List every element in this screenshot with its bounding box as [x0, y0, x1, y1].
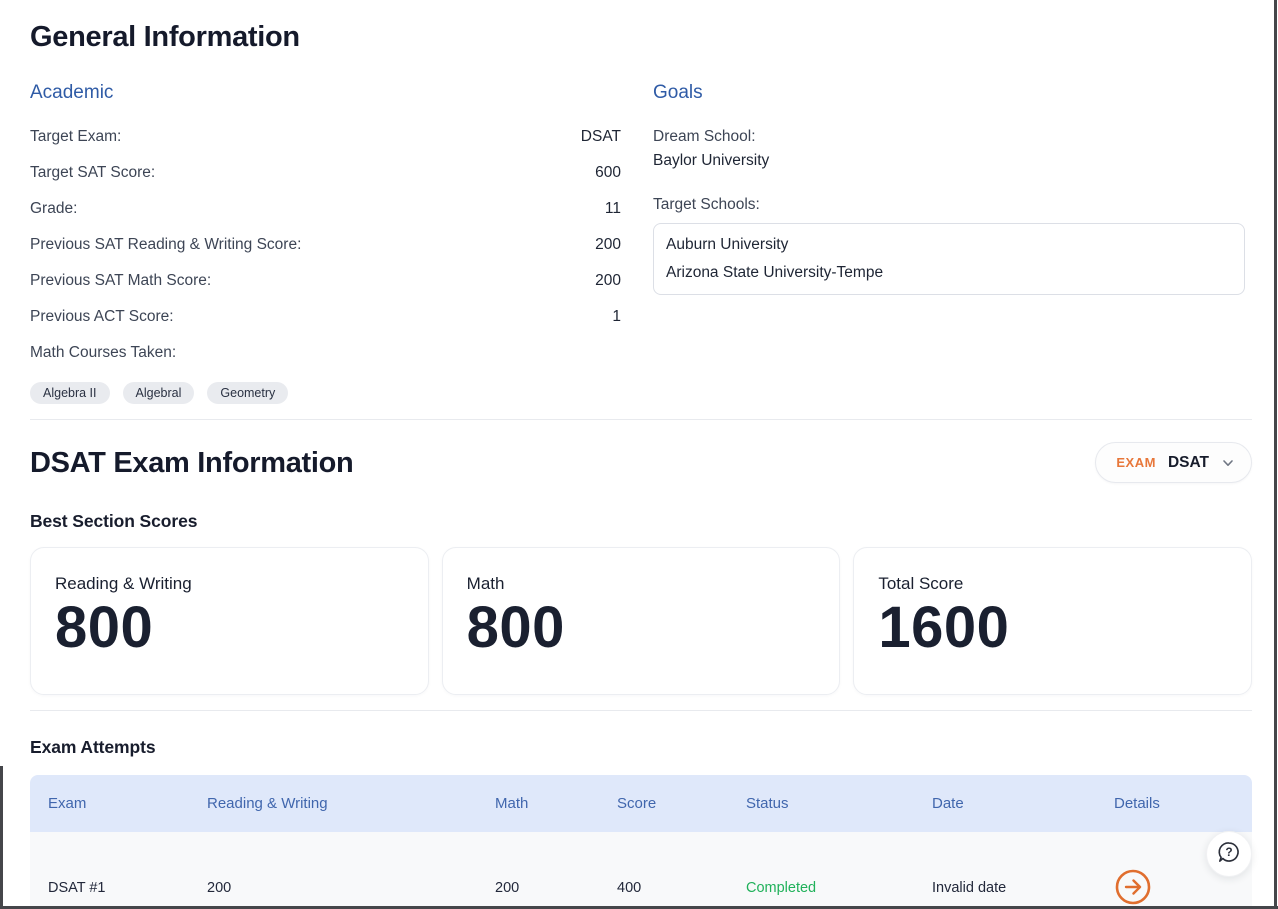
- field-prev-act-score: Previous ACT Score: 1: [30, 308, 621, 344]
- field-value: 1: [612, 308, 621, 325]
- field-math-courses-taken: Math Courses Taken:: [30, 344, 621, 380]
- field-prev-sat-rw-score: Previous SAT Reading & Writing Score: 20…: [30, 236, 621, 272]
- field-target-exam: Target Exam: DSAT: [30, 128, 621, 164]
- goals-title: Goals: [653, 82, 703, 103]
- field-value: 200: [595, 272, 621, 289]
- exam-selector-value: DSAT: [1167, 453, 1209, 471]
- best-section-scores-title: Best Section Scores: [30, 511, 198, 531]
- field-label: Previous SAT Reading & Writing Score:: [30, 236, 302, 253]
- field-grade: Grade: 11: [30, 200, 621, 236]
- screenshot-frame-right-edge: [1274, 0, 1277, 909]
- exam-information-title: DSAT Exam Information: [30, 446, 354, 479]
- general-info-columns: Academic Target Exam: DSAT Target SAT Sc…: [30, 82, 1252, 404]
- score-card-label: Total Score: [878, 574, 964, 593]
- cell-exam: DSAT #1: [48, 880, 106, 896]
- column-header-math: Math: [495, 795, 529, 812]
- field-label: Math Courses Taken:: [30, 344, 177, 361]
- field-label: Previous SAT Math Score:: [30, 272, 212, 289]
- cell-score: 400: [617, 880, 642, 896]
- table-row: DSAT #1 200 200 400 Completed Invalid da…: [30, 832, 1252, 909]
- cell-reading-writing: 200: [207, 880, 232, 896]
- chevron-down-icon: [1221, 456, 1235, 470]
- cell-date: Invalid date: [932, 880, 1007, 896]
- status-badge: Completed: [746, 880, 817, 896]
- section-divider: [30, 710, 1252, 711]
- chat-help-button[interactable]: ?: [1206, 831, 1252, 877]
- field-label: Target Exam:: [30, 128, 122, 145]
- field-prev-sat-math-score: Previous SAT Math Score: 200: [30, 272, 621, 308]
- column-header-exam: Exam: [48, 795, 87, 812]
- field-value: 11: [604, 200, 621, 217]
- score-card-value: 800: [466, 595, 565, 660]
- dream-school-label: Dream School:: [653, 128, 756, 145]
- target-school-item: Arizona State University-Tempe: [666, 264, 884, 281]
- score-card-reading-writing: Reading & Writing 800: [30, 547, 429, 695]
- general-information-title: General Information: [30, 21, 300, 53]
- math-courses-chips: Algebra II Algebral Geometry: [30, 382, 621, 404]
- screenshot-frame-left-edge: [0, 766, 3, 909]
- column-header-score: Score: [617, 795, 657, 812]
- score-card-value: 1600: [878, 595, 1010, 660]
- column-header-reading-writing: Reading & Writing: [207, 795, 328, 812]
- score-card-label: Reading & Writing: [55, 574, 192, 593]
- field-value: DSAT: [580, 128, 621, 145]
- field-label: Previous ACT Score:: [30, 308, 174, 325]
- exam-selector-prefix: EXAM: [1116, 455, 1156, 470]
- target-school-item: Auburn University: [666, 236, 789, 253]
- best-scores-cards: Reading & Writing 800 Math 800 Total Sco…: [30, 547, 1252, 695]
- screenshot-frame-bottom-edge: [0, 906, 1278, 909]
- target-schools-label: Target Schools:: [653, 196, 760, 213]
- arrow-right-circle-icon: [1114, 868, 1152, 909]
- goals-section: Goals Dream School: Baylor University Ta…: [653, 82, 1245, 404]
- field-label: Target SAT Score:: [30, 164, 156, 181]
- field-target-sat-score: Target SAT Score: 600: [30, 164, 621, 200]
- field-value: 200: [595, 236, 621, 253]
- math-course-chip: Algebra II: [30, 382, 110, 404]
- column-header-status: Status: [746, 795, 789, 812]
- exam-attempts-table: Exam Reading & Writing Math Score Status…: [30, 775, 1252, 909]
- dream-school-value: Baylor University: [653, 152, 770, 169]
- field-value: 600: [595, 164, 621, 181]
- score-card-value: 800: [55, 595, 154, 660]
- score-card-total: Total Score 1600: [853, 547, 1252, 695]
- column-header-details: Details: [1114, 795, 1160, 812]
- math-course-chip: Algebral: [122, 382, 195, 404]
- academic-section: Academic Target Exam: DSAT Target SAT Sc…: [30, 82, 621, 404]
- column-header-date: Date: [932, 795, 964, 812]
- field-label: Grade:: [30, 200, 78, 217]
- target-schools-box: Auburn University Arizona State Universi…: [653, 223, 1245, 295]
- exam-section-header: DSAT Exam Information EXAM DSAT: [30, 442, 1252, 483]
- details-button[interactable]: [1114, 869, 1152, 907]
- exam-attempts-title: Exam Attempts: [30, 737, 156, 757]
- cell-math: 200: [495, 880, 520, 896]
- academic-title: Academic: [30, 82, 114, 103]
- score-card-math: Math 800: [441, 547, 841, 695]
- table-header-row: Exam Reading & Writing Math Score Status…: [30, 775, 1252, 832]
- section-divider: [30, 419, 1252, 420]
- svg-text:?: ?: [1225, 845, 1232, 859]
- chat-question-icon: ?: [1216, 839, 1242, 870]
- exam-selector-dropdown[interactable]: EXAM DSAT: [1095, 442, 1252, 483]
- score-card-label: Math: [466, 574, 505, 593]
- math-course-chip: Geometry: [207, 382, 289, 404]
